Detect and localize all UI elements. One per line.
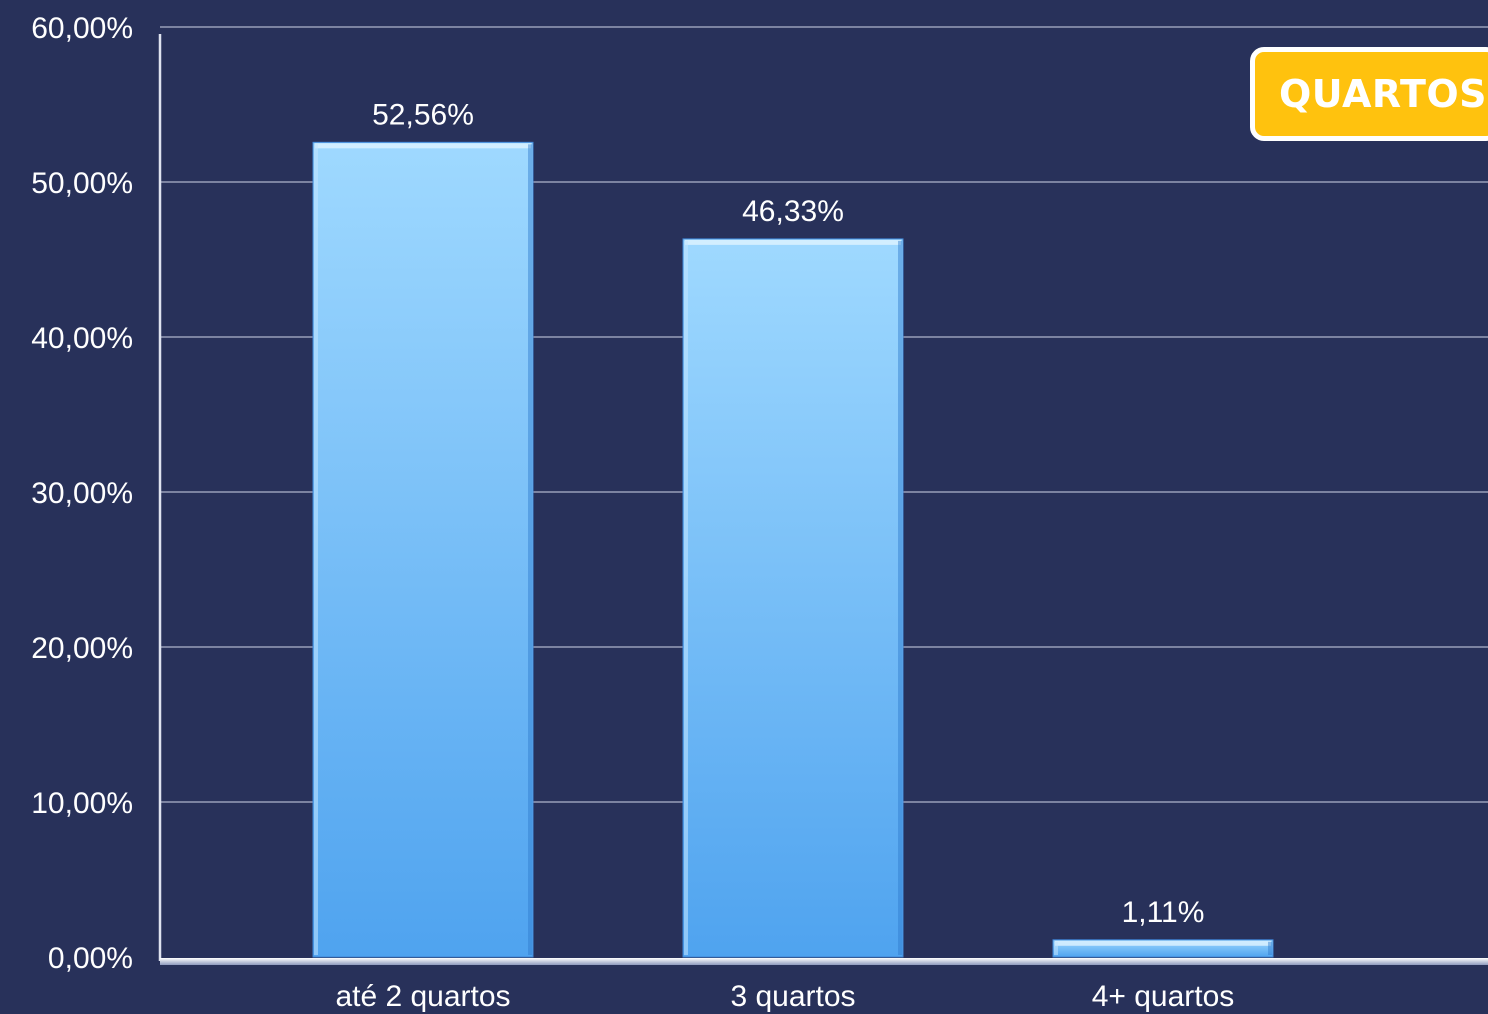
y-axis-ticks: 0,00% 10,00% 20,00% 30,00% 40,00% 50,00% 60,00…: [31, 12, 133, 975]
y-tick-label: 60,00%: [31, 12, 133, 45]
bar-right-bevel: [1268, 941, 1272, 955]
bar-left-bevel: [684, 240, 688, 955]
bar: [682, 238, 904, 958]
y-tick-label: 40,00%: [31, 322, 133, 355]
data-labels: 52,56% 46,33% 1,11%: [372, 98, 1204, 928]
bar: [312, 141, 534, 958]
x-category-label: até 2 quartos: [335, 980, 510, 1013]
x-axis-categories: até 2 quartos 3 quartos 4+ quartos: [160, 958, 1488, 1013]
bar-top-bevel: [685, 239, 901, 245]
bar-left-bevel: [1054, 941, 1058, 955]
quartos-badge: QUARTOS: [1250, 47, 1488, 141]
bar-group: [682, 238, 904, 958]
bar-group: [312, 141, 534, 958]
bar-left-bevel: [314, 144, 318, 955]
y-tick-label: 10,00%: [31, 787, 133, 820]
bar-top-bevel: [315, 143, 531, 149]
y-tick-label: 50,00%: [31, 167, 133, 200]
data-label: 1,11%: [1122, 896, 1205, 929]
y-tick-label: 20,00%: [31, 632, 133, 665]
data-label: 52,56%: [372, 98, 474, 131]
bar-top-bevel: [1055, 940, 1271, 946]
bar-group: [1052, 939, 1274, 958]
y-tick-label: 0,00%: [48, 942, 133, 975]
bars: [312, 141, 1274, 958]
x-axis-line: [160, 958, 1488, 965]
bar-right-bevel: [898, 240, 902, 955]
x-category-label: 3 quartos: [730, 980, 855, 1013]
badge-label: QUARTOS: [1279, 72, 1488, 116]
x-category-label: 4+ quartos: [1092, 980, 1235, 1013]
bar-right-bevel: [528, 144, 532, 955]
y-tick-label: 30,00%: [31, 477, 133, 510]
data-label: 46,33%: [742, 195, 844, 228]
